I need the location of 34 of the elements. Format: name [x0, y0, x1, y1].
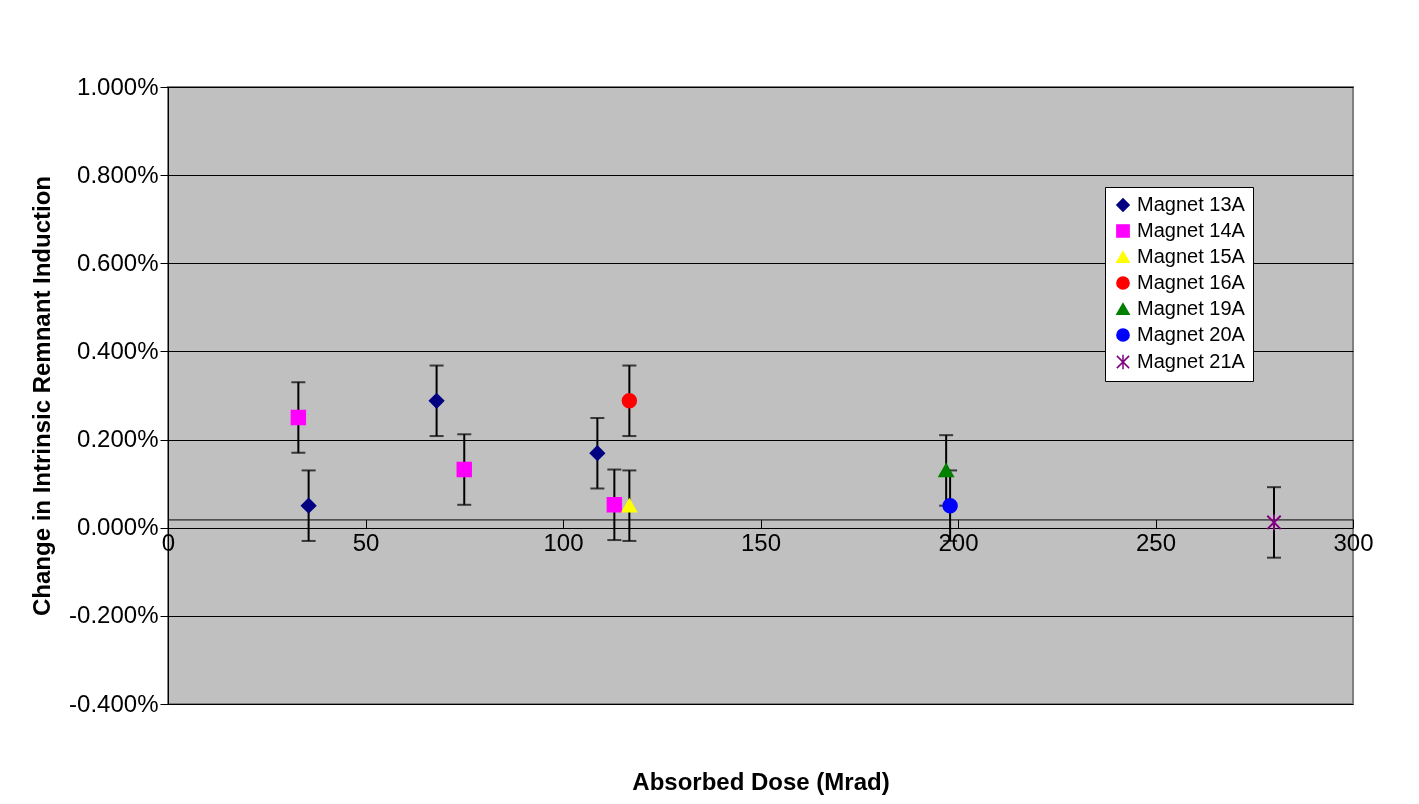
legend-label: Magnet 16A	[1137, 271, 1246, 293]
legend-label: Magnet 15A	[1137, 245, 1246, 267]
point	[300, 497, 317, 514]
x-tick-label: 150	[740, 528, 782, 556]
legend-label: Magnet 20A	[1137, 323, 1246, 345]
point	[621, 498, 638, 513]
x-axis-title: Absorbed Dose (Mrad)	[632, 767, 890, 795]
point	[456, 461, 472, 478]
point	[428, 393, 445, 409]
y-tick-label: 0.600%	[77, 248, 159, 276]
y-axis-title: Change in Intrinsic Remnant Induction	[28, 175, 56, 617]
x-tick-label: 250	[1135, 528, 1177, 556]
point	[621, 393, 638, 409]
y-tick-label: 0.200%	[77, 425, 159, 453]
legend-label: Magnet 14A	[1137, 219, 1246, 241]
point	[938, 463, 954, 478]
y-tick-label: 0.400%	[77, 336, 159, 364]
x-tick-label: 100	[543, 528, 584, 556]
point	[942, 497, 958, 514]
legend-label: Magnet 19A	[1137, 297, 1246, 319]
y-tick-label: 1.000%	[77, 72, 159, 100]
y-tick-label: 0.800%	[77, 160, 159, 188]
y-tick-label: -0.400%	[69, 689, 159, 717]
point	[606, 497, 623, 513]
point	[1266, 513, 1282, 532]
y-tick-label: 0.000%	[77, 513, 159, 541]
point	[290, 409, 307, 426]
legend-label: Magnet 21A	[1137, 350, 1246, 372]
x-tick-label: 200	[938, 528, 979, 556]
y-tick-label: -0.200%	[69, 601, 159, 629]
x-tick-label: 50	[352, 528, 380, 556]
point	[589, 445, 606, 461]
x-tick-label: 300	[1333, 528, 1374, 556]
legend-label: Magnet 13A	[1137, 193, 1246, 215]
